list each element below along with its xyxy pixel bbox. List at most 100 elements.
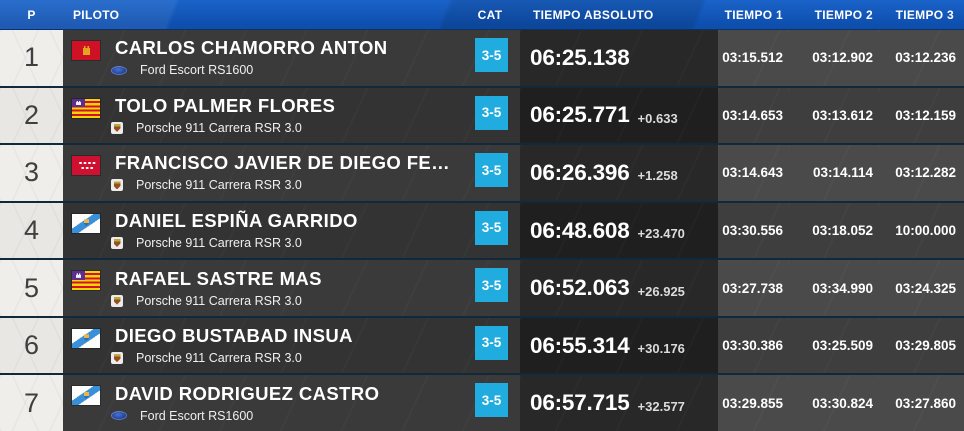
- car-model: Ford Escort RS1600: [140, 408, 254, 423]
- car-model: Porsche 911 Carrera RSR 3.0: [136, 236, 302, 251]
- absolute-time: 06:48.608: [530, 217, 630, 243]
- absolute-time: 06:25.138: [530, 44, 630, 70]
- ford-logo-icon: [111, 411, 127, 421]
- driver-cell: DAVID RODRIGUEZ CASTRO Ford Escort RS160…: [63, 375, 520, 431]
- car-line: Ford Escort RS1600: [111, 408, 379, 424]
- result-row[interactable]: 2 TOLO PALMER FLORES Porsche 911 Carrera…: [0, 85, 964, 144]
- position-number: 2: [23, 99, 40, 130]
- ford-logo-icon: [111, 65, 127, 75]
- absolute-time-cell: 06:55.314 +30.176: [520, 317, 718, 374]
- driver-info: DAVID RODRIGUEZ CASTRO Ford Escort RS160…: [111, 382, 380, 424]
- time-gap: +32.577: [637, 398, 685, 414]
- stage-time-2: 03:34.990: [788, 260, 878, 316]
- balearic-islands-flag-icon: [72, 271, 100, 291]
- car-line: Porsche 911 Carrera RSR 3.0: [111, 177, 450, 193]
- castilla-la-mancha-flag-icon: [72, 41, 100, 60]
- car-line: Porsche 911 Carrera RSR 3.0: [111, 120, 335, 136]
- result-row[interactable]: 7 DAVID RODRIGUEZ CASTRO Ford Escort RS1…: [0, 373, 964, 431]
- position-number: 6: [23, 330, 40, 361]
- position-number: 1: [23, 42, 40, 73]
- category-badge: 3-5: [475, 383, 508, 418]
- car-model: Ford Escort RS1600: [140, 63, 254, 78]
- driver-cell: DANIEL ESPIÑA GARRIDO Porsche 911 Carrer…: [63, 202, 520, 259]
- stage-time-2: 03:14.114: [788, 145, 878, 201]
- category-badge: 3-5: [475, 325, 508, 360]
- driver-info: CARLOS CHAMORRO ANTON Ford Escort RS1600: [111, 37, 388, 78]
- driver-name: DIEGO BUSTABAD INSUA: [115, 325, 353, 347]
- position-cell: 7: [0, 375, 63, 431]
- results-list: 1 CARLOS CHAMORRO ANTON Ford Escort RS16…: [0, 30, 964, 431]
- category-badge: 3-5: [475, 95, 508, 130]
- time-gap: +23.470: [637, 226, 685, 242]
- position-cell: 1: [0, 30, 63, 86]
- header-category: CAT: [477, 7, 503, 22]
- result-row[interactable]: 6 DIEGO BUSTABAD INSUA Porsche 911 Carre…: [0, 315, 964, 374]
- result-row[interactable]: 4 DANIEL ESPIÑA GARRIDO Porsche 911 Carr…: [0, 200, 964, 259]
- car-model: Porsche 911 Carrera RSR 3.0: [136, 120, 302, 135]
- table-header: P PILOTO CAT TIEMPO ABSOLUTO TIEMPO 1 TI…: [0, 0, 964, 30]
- driver-cell: RAFAEL SASTRE MAS Porsche 911 Carrera RS…: [63, 260, 520, 316]
- car-line: Porsche 911 Carrera RSR 3.0: [111, 350, 353, 366]
- driver-info: RAFAEL SASTRE MAS Porsche 911 Carrera RS…: [111, 268, 322, 309]
- porsche-logo-icon: [111, 237, 123, 250]
- category-badge: 3-5: [475, 38, 508, 72]
- car-model: Porsche 911 Carrera RSR 3.0: [136, 293, 302, 308]
- driver-name: CARLOS CHAMORRO ANTON: [115, 37, 388, 59]
- category-badge: 3-5: [475, 153, 508, 188]
- absolute-time: 06:57.715: [530, 390, 630, 416]
- porsche-logo-icon: [111, 121, 123, 134]
- stage-time-3: 03:27.860: [878, 375, 964, 431]
- driver-name: FRANCISCO JAVIER DE DIEGO FE…: [115, 152, 451, 174]
- absolute-time: 06:25.771: [530, 102, 630, 128]
- stage-time-2: 03:30.824: [788, 375, 878, 431]
- porsche-logo-icon: [111, 179, 123, 192]
- time-gap: +0.633: [637, 110, 678, 126]
- driver-cell: CARLOS CHAMORRO ANTON Ford Escort RS1600…: [63, 30, 520, 86]
- driver-info: DANIEL ESPIÑA GARRIDO Porsche 911 Carrer…: [111, 210, 358, 251]
- result-row[interactable]: 1 CARLOS CHAMORRO ANTON Ford Escort RS16…: [0, 30, 964, 86]
- stage-time-3: 10:00.000: [878, 202, 964, 259]
- time-gap: +30.176: [637, 341, 685, 357]
- stage-time-1: 03:14.653: [718, 87, 788, 144]
- header-driver: PILOTO: [73, 7, 120, 22]
- position-cell: 3: [0, 145, 63, 201]
- position-cell: 2: [0, 87, 63, 144]
- absolute-time-cell: 06:26.396 +1.258: [520, 145, 718, 201]
- result-row[interactable]: 5 RAFAEL SASTRE MAS Porsche 911 Carrera …: [0, 258, 964, 316]
- header-time-2: TIEMPO 2: [814, 7, 873, 22]
- galicia-flag-icon: [72, 386, 100, 406]
- category-badge: 3-5: [475, 210, 508, 245]
- stage-time-3: 03:12.236: [878, 30, 964, 86]
- absolute-time: 06:26.396: [530, 159, 630, 185]
- time-gap: +26.925: [637, 283, 685, 299]
- absolute-time: 06:55.314: [530, 332, 630, 358]
- result-row[interactable]: 3 FRANCISCO JAVIER DE DIEGO FE… Porsche …: [0, 143, 964, 201]
- driver-cell: TOLO PALMER FLORES Porsche 911 Carrera R…: [63, 87, 520, 144]
- position-number: 3: [23, 157, 40, 188]
- balearic-islands-flag-icon: [72, 98, 100, 118]
- position-cell: 6: [0, 317, 63, 374]
- galicia-flag-icon: [72, 328, 100, 348]
- car-line: Porsche 911 Carrera RSR 3.0: [111, 293, 322, 309]
- stage-time-1: 03:14.643: [718, 145, 788, 201]
- absolute-time-cell: 06:52.063 +26.925: [520, 260, 718, 316]
- header-absolute-time: TIEMPO ABSOLUTO: [533, 7, 654, 22]
- car-model: Porsche 911 Carrera RSR 3.0: [136, 351, 302, 366]
- header-time-3: TIEMPO 3: [895, 7, 954, 22]
- madrid-flag-icon: [72, 156, 100, 176]
- time-gap: +1.258: [637, 168, 678, 184]
- position-cell: 5: [0, 260, 63, 316]
- car-model: Porsche 911 Carrera RSR 3.0: [136, 178, 302, 193]
- stage-time-2: 03:13.612: [788, 87, 878, 144]
- stage-time-1: 03:15.512: [718, 30, 788, 86]
- stage-time-1: 03:27.738: [718, 260, 788, 316]
- absolute-time-cell: 06:48.608 +23.470: [520, 202, 718, 259]
- driver-name: DAVID RODRIGUEZ CASTRO: [115, 382, 380, 404]
- car-line: Porsche 911 Carrera RSR 3.0: [111, 235, 358, 251]
- stage-time-2: 03:12.902: [788, 30, 878, 86]
- car-line: Ford Escort RS1600: [111, 62, 388, 78]
- header-position: P: [27, 7, 36, 22]
- galicia-flag-icon: [72, 213, 100, 233]
- driver-cell: FRANCISCO JAVIER DE DIEGO FE… Porsche 91…: [63, 145, 520, 201]
